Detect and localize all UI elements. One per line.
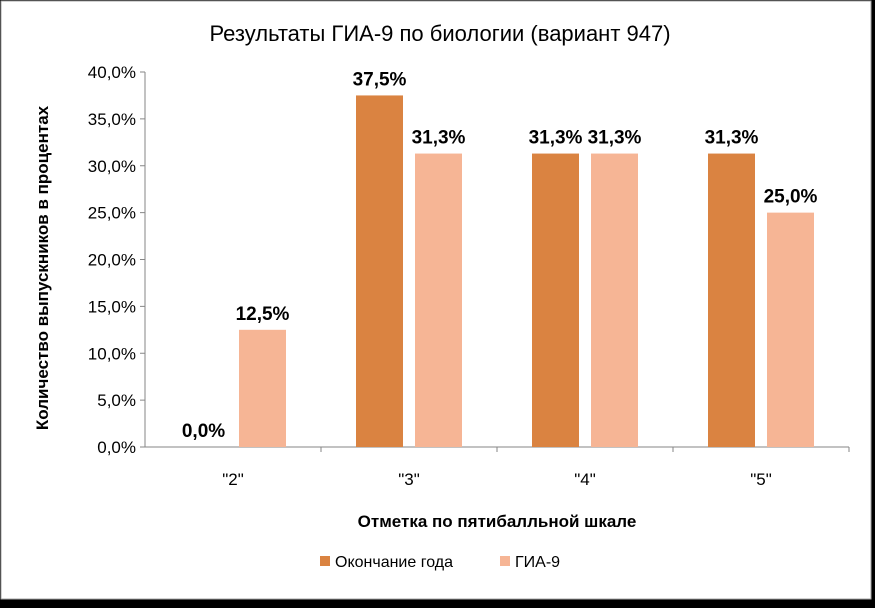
legend-label: ГИА-9 [515,554,560,571]
y-tick-label: 35,0% [88,110,136,129]
data-label: 25,0% [764,187,818,208]
y-tick-label: 15,0% [88,297,136,316]
data-label: 31,3% [412,128,466,149]
y-tick-label: 25,0% [88,204,136,223]
x-tick-label: "4" [574,470,596,489]
y-tick-label: 5,0% [97,391,136,410]
y-tick-label: 10,0% [88,344,136,363]
y-tick-label: 30,0% [88,157,136,176]
legend: Окончание года ГИА-9 [320,554,560,571]
bar [708,153,755,447]
bar [591,153,638,447]
data-label: 0,0% [182,421,225,442]
legend-swatch [500,556,510,566]
y-tick-label: 40,0% [88,63,136,82]
bar [239,329,286,447]
data-label: 31,3% [705,128,759,149]
data-label: 31,3% [588,128,642,149]
plot-area: 0,0% 5,0% 10,0% 15,0% 20,0% 25,0% 30,0% 35,0% 40… [88,63,850,489]
bar [767,212,814,447]
data-label: 12,5% [236,304,290,325]
bar [532,153,579,447]
legend-label: Окончание года [335,554,453,571]
data-label: 31,3% [529,128,583,149]
x-axis-title: Отметка по пятибалльной шкале [358,512,637,531]
x-tick-label: "5" [750,470,772,489]
bar [415,153,462,447]
legend-swatch [320,556,330,566]
chart-title: Результаты ГИА-9 по биологии (вариант 94… [209,21,670,46]
x-tick-label: "3" [398,470,420,489]
bar [356,95,403,447]
y-tick-label: 20,0% [88,251,136,270]
y-tick-label: 0,0% [97,438,136,457]
x-tick-label: "2" [222,470,244,489]
data-label: 37,5% [353,69,407,90]
y-axis-title: Количество выпускников в процентах [33,105,52,430]
